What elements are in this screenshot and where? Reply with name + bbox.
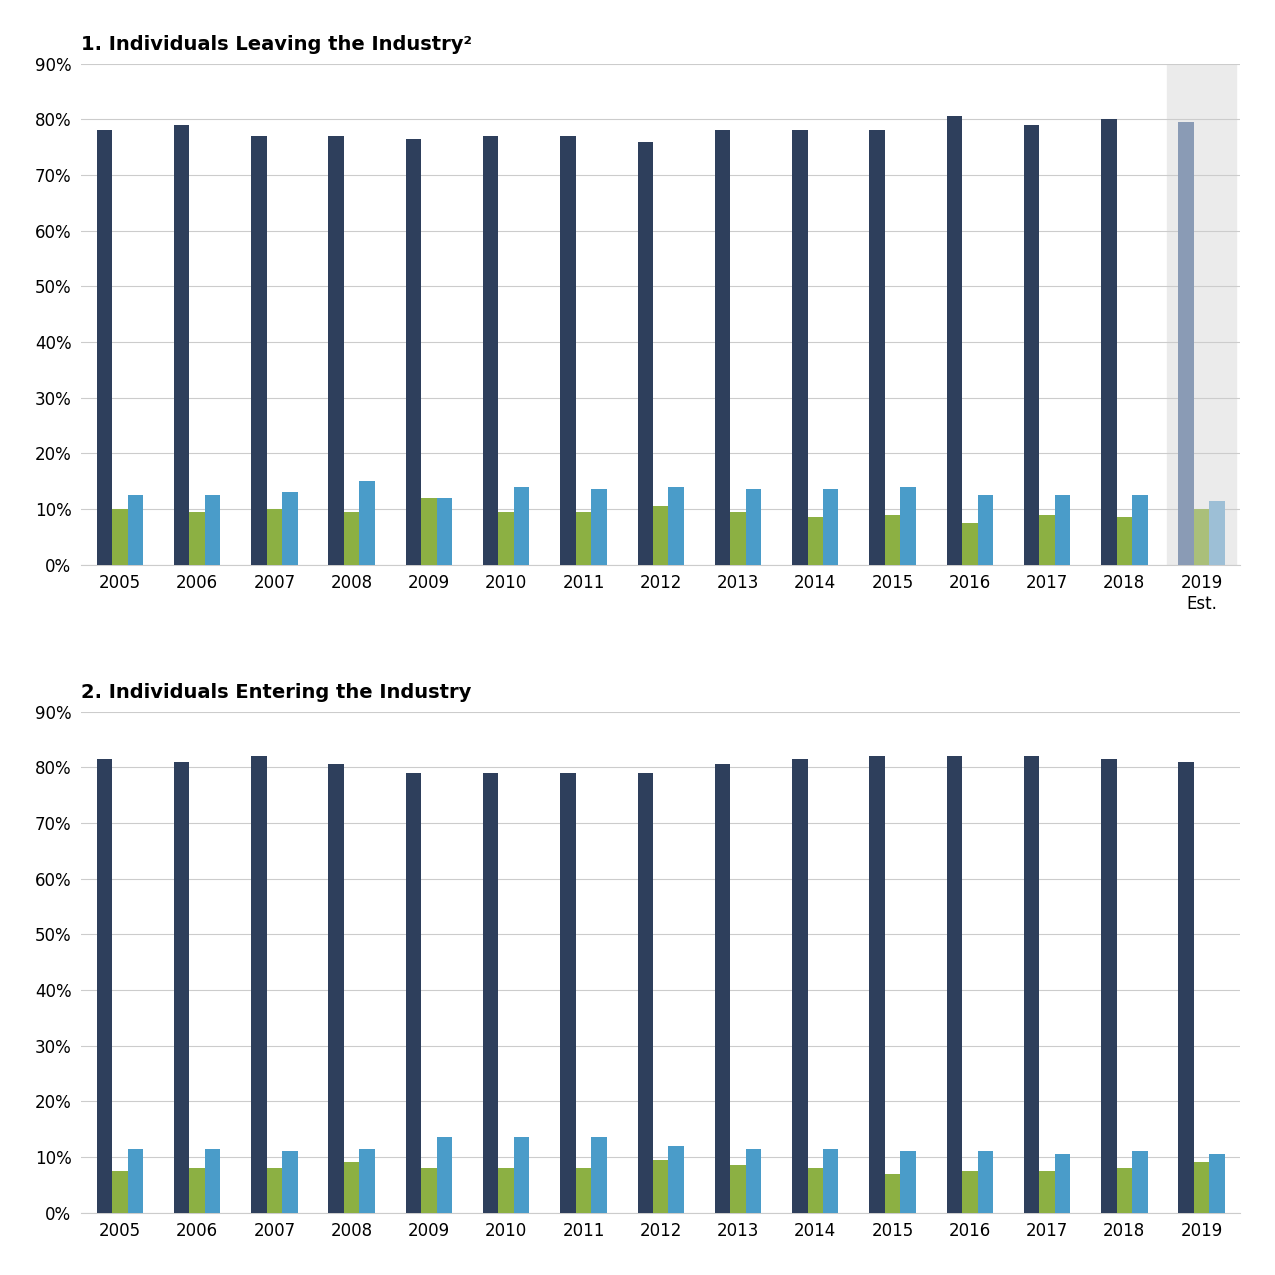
Bar: [576, 511, 592, 565]
Bar: [514, 1137, 529, 1213]
Bar: [668, 1146, 683, 1213]
Bar: [885, 515, 900, 565]
Bar: [638, 773, 653, 1213]
Bar: [576, 1168, 592, 1213]
Bar: [360, 481, 375, 565]
Bar: [792, 130, 807, 565]
Bar: [205, 495, 221, 565]
Bar: [266, 1168, 282, 1213]
Bar: [190, 511, 205, 565]
Bar: [1167, 64, 1237, 565]
Bar: [173, 125, 190, 565]
Bar: [1102, 120, 1117, 565]
Bar: [112, 1170, 128, 1213]
Bar: [190, 1168, 205, 1213]
Bar: [978, 1151, 993, 1213]
Bar: [592, 1137, 607, 1213]
Bar: [1178, 761, 1193, 1213]
Bar: [344, 1163, 360, 1213]
Bar: [282, 492, 297, 565]
Bar: [1054, 495, 1070, 565]
Bar: [822, 490, 839, 565]
Bar: [436, 1137, 453, 1213]
Bar: [1102, 759, 1117, 1213]
Bar: [715, 765, 731, 1213]
Bar: [483, 136, 499, 565]
Bar: [946, 756, 963, 1213]
Bar: [946, 116, 963, 565]
Bar: [499, 1168, 514, 1213]
Bar: [653, 506, 668, 565]
Bar: [592, 490, 607, 565]
Bar: [731, 511, 746, 565]
Bar: [900, 487, 915, 565]
Bar: [963, 523, 978, 565]
Bar: [885, 1173, 900, 1213]
Bar: [560, 136, 576, 565]
Bar: [746, 490, 761, 565]
Bar: [329, 136, 344, 565]
Bar: [405, 773, 421, 1213]
Bar: [282, 1151, 297, 1213]
Bar: [1210, 1154, 1225, 1213]
Bar: [978, 495, 993, 565]
Bar: [822, 1149, 839, 1213]
Bar: [653, 1160, 668, 1213]
Bar: [112, 509, 128, 565]
Bar: [1039, 1170, 1054, 1213]
Bar: [1132, 495, 1148, 565]
Text: 2. Individuals Entering the Industry: 2. Individuals Entering the Industry: [82, 682, 472, 701]
Bar: [1193, 1163, 1210, 1213]
Bar: [1117, 518, 1132, 565]
Bar: [483, 773, 499, 1213]
Bar: [807, 518, 822, 565]
Bar: [421, 497, 436, 565]
Bar: [638, 142, 653, 565]
Bar: [900, 1151, 915, 1213]
Bar: [1132, 1151, 1148, 1213]
Bar: [1193, 509, 1210, 565]
Bar: [173, 761, 190, 1213]
Bar: [128, 1149, 143, 1213]
Bar: [421, 1168, 436, 1213]
Bar: [1024, 756, 1039, 1213]
Bar: [807, 1168, 822, 1213]
Bar: [205, 1149, 221, 1213]
Bar: [1054, 1154, 1070, 1213]
Bar: [128, 495, 143, 565]
Bar: [1178, 122, 1193, 565]
Bar: [792, 759, 807, 1213]
Bar: [668, 487, 683, 565]
Bar: [731, 1165, 746, 1213]
Bar: [963, 1170, 978, 1213]
Bar: [715, 130, 731, 565]
Bar: [1039, 515, 1054, 565]
Bar: [251, 756, 266, 1213]
Bar: [870, 130, 885, 565]
Bar: [436, 497, 453, 565]
Bar: [344, 511, 360, 565]
Bar: [329, 765, 344, 1213]
Bar: [746, 1149, 761, 1213]
Bar: [499, 511, 514, 565]
Bar: [870, 756, 885, 1213]
Bar: [97, 130, 112, 565]
Bar: [560, 773, 576, 1213]
Bar: [251, 136, 266, 565]
Text: 1. Individuals Leaving the Industry²: 1. Individuals Leaving the Industry²: [82, 34, 472, 54]
Bar: [1117, 1168, 1132, 1213]
Bar: [405, 139, 421, 565]
Bar: [514, 487, 529, 565]
Bar: [97, 759, 112, 1213]
Bar: [360, 1149, 375, 1213]
Bar: [1024, 125, 1039, 565]
Bar: [266, 509, 282, 565]
Bar: [1210, 501, 1225, 565]
